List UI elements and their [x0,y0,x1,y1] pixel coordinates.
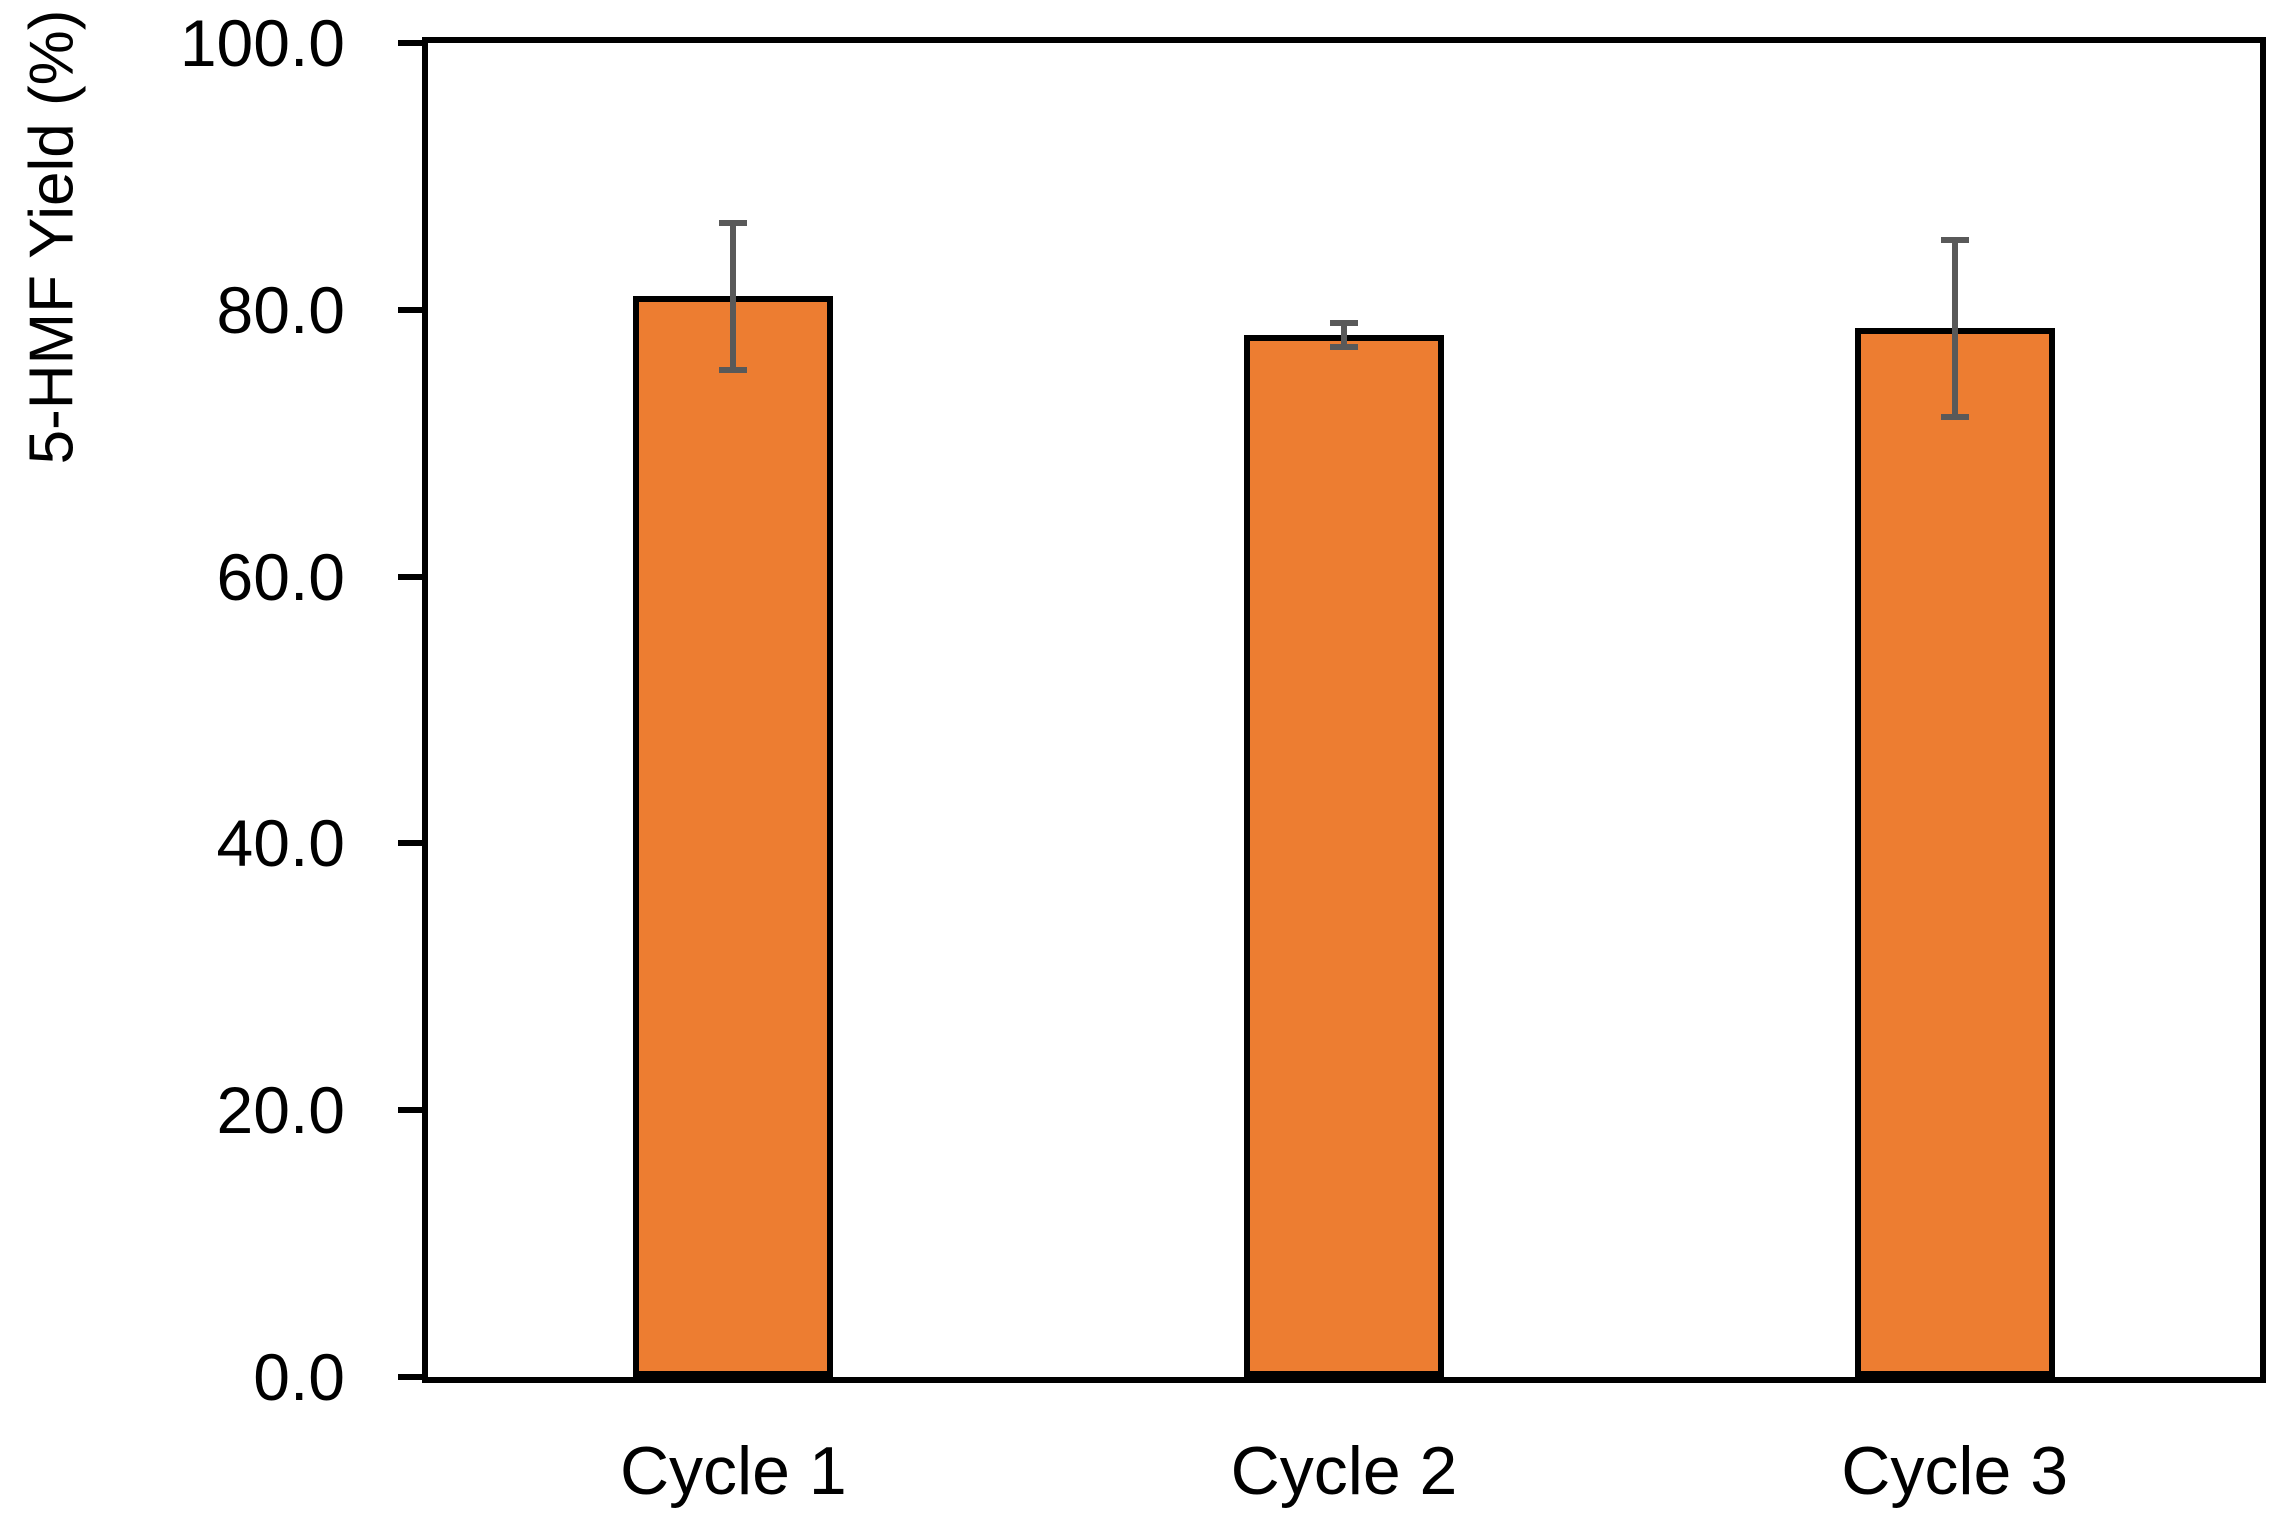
y-tick-mark [398,306,428,313]
y-tick-label: 60.0 [216,539,345,614]
bar-cycle-1 [633,296,834,1377]
y-tick-mark [398,573,428,580]
error-bar-cap-bottom [1940,413,1969,420]
y-tick-label: 20.0 [216,1073,345,1148]
error-bar-cap-top [1940,237,1969,244]
x-tick-label: Cycle 1 [619,1433,847,1509]
error-bar-cap-bottom [1330,344,1358,351]
y-tick-mark [398,840,428,847]
error-bar-cap-bottom [719,366,748,373]
bar-cycle-3 [1854,328,2055,1377]
plot-area [422,37,2266,1383]
error-bar-cap-top [1330,320,1358,327]
y-tick-mark [398,1374,428,1380]
y-tick-label: 80.0 [216,272,345,347]
y-tick-label: 0.0 [253,1340,345,1414]
error-bar-line [730,223,737,370]
plot-inner [428,43,2260,1377]
y-tick-label: 100.0 [179,6,345,80]
error-bar-line [1341,323,1347,348]
x-tick-label: Cycle 3 [1841,1433,2069,1509]
y-tick-mark [398,40,428,46]
error-bar-cap-top [719,220,748,227]
y-tick-mark [398,1107,428,1114]
y-tick-label: 40.0 [216,806,345,881]
bar-cycle-2 [1244,335,1444,1377]
x-tick-label: Cycle 2 [1230,1433,1458,1509]
error-bar-line [1951,240,1958,417]
